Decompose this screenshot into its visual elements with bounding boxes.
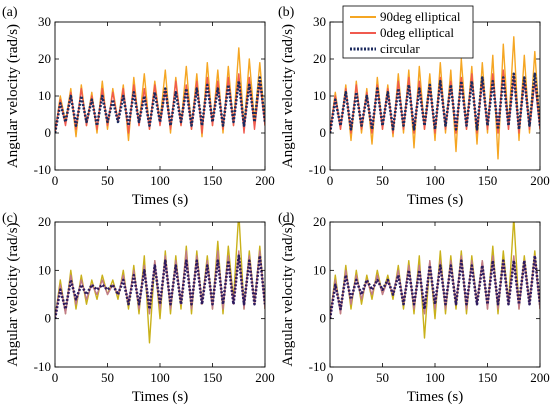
series-line-0deg-elliptical — [330, 255, 540, 319]
axes-frame — [54, 21, 266, 171]
panel-letter: (b) — [278, 5, 295, 20]
y-tick-label: 30 — [313, 14, 326, 29]
x-tick-label: 200 — [530, 370, 550, 385]
x-tick-label: 150 — [478, 370, 498, 385]
x-axis-label: Times (s) — [407, 192, 464, 208]
x-axis-label: Times (s) — [407, 389, 464, 405]
x-tick-label: 200 — [255, 370, 275, 385]
series-group — [330, 222, 540, 339]
y-axis-label: Angular velocity (rad/s) — [280, 222, 296, 366]
series-line-90deg-elliptical — [55, 47, 265, 142]
y-tick-label: 20 — [38, 51, 51, 66]
x-tick-label: 150 — [203, 370, 223, 385]
legend-label-circular: circular — [380, 41, 420, 56]
x-tick-label: 100 — [150, 370, 170, 385]
panel-letter: (a) — [2, 5, 18, 20]
y-tick-label: 10 — [38, 88, 51, 103]
x-axis-label: Times (s) — [132, 192, 189, 208]
y-tick-label: 0 — [320, 311, 327, 326]
y-tick-label: 10 — [313, 88, 326, 103]
panel-letter: (d) — [278, 211, 295, 226]
series-line-90deg-elliptical — [55, 222, 265, 344]
y-tick-label: 20 — [313, 214, 326, 229]
x-tick-label: 100 — [425, 173, 445, 188]
x-tick-label: 150 — [478, 173, 498, 188]
x-tick-label: 0 — [52, 173, 59, 188]
x-tick-label: 50 — [101, 173, 114, 188]
x-tick-label: 50 — [376, 370, 389, 385]
series-line-circular — [330, 254, 540, 319]
y-tick-label: 20 — [38, 214, 51, 229]
y-tick-label: -10 — [309, 162, 326, 177]
y-tick-label: 20 — [313, 51, 326, 66]
x-tick-label: 150 — [203, 173, 223, 188]
series-line-0deg-elliptical — [55, 73, 265, 134]
legend-label-90deg: 90deg elliptical — [380, 9, 461, 24]
x-tick-label: 0 — [52, 370, 59, 385]
series-line-0deg-elliptical — [55, 250, 265, 319]
series-group — [55, 222, 265, 344]
y-tick-label: 30 — [38, 14, 51, 29]
legend: 90deg elliptical 0deg elliptical circula… — [342, 5, 474, 59]
y-tick-label: -10 — [34, 162, 51, 177]
y-tick-label: 10 — [313, 262, 326, 277]
y-tick-label: 0 — [320, 125, 327, 140]
y-axis-label: Angular velocity (rad/s) — [280, 24, 296, 168]
x-tick-label: 100 — [150, 173, 170, 188]
y-tick-label: 0 — [45, 125, 52, 140]
series-group — [55, 47, 265, 142]
y-axis-label: Angular velocity (rad/s) — [5, 24, 21, 168]
y-tick-label: -10 — [309, 359, 326, 374]
y-axis-label: Angular velocity (rad/s) — [5, 222, 21, 366]
x-tick-label: 0 — [327, 370, 334, 385]
x-tick-label: 200 — [255, 173, 275, 188]
x-tick-label: 200 — [530, 173, 550, 188]
x-tick-label: 0 — [327, 173, 334, 188]
x-axis-label: Times (s) — [132, 389, 189, 405]
y-tick-label: -10 — [34, 359, 51, 374]
series-line-90deg-elliptical — [330, 222, 540, 339]
y-tick-label: 10 — [38, 262, 51, 277]
series-line-circular — [55, 76, 265, 134]
x-tick-label: 100 — [425, 370, 445, 385]
series-group — [330, 36, 540, 160]
x-tick-label: 50 — [376, 173, 389, 188]
legend-label-0deg: 0deg elliptical — [380, 25, 454, 40]
x-tick-label: 50 — [101, 370, 114, 385]
y-tick-label: 0 — [45, 311, 52, 326]
panel-letter: (c) — [2, 211, 18, 226]
